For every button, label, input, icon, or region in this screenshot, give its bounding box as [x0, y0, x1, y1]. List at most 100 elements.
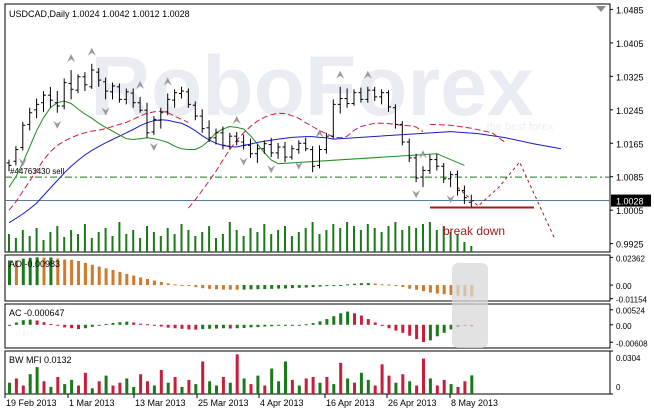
price-bar [54, 90, 60, 113]
volume-bar [449, 232, 452, 252]
ao-bar [325, 285, 329, 287]
ao-bar [373, 283, 377, 286]
bwmfi-bar [180, 386, 184, 394]
volume-bar [125, 234, 128, 252]
bwmfi-bar [353, 382, 356, 394]
ao-bar [146, 278, 149, 286]
bwmfi-bar [35, 367, 39, 394]
price-bar [130, 88, 136, 108]
ao-bar [366, 283, 370, 286]
volume-bar [263, 224, 266, 252]
price-bar [34, 98, 40, 119]
alligator-lips-tail [278, 153, 465, 166]
volume-bar [422, 224, 424, 252]
volume-bar [408, 226, 411, 252]
ao-bar [242, 285, 246, 290]
price-bar [310, 146, 316, 173]
ac-bar [311, 323, 315, 325]
ao-bar [70, 259, 74, 286]
ac-bar [83, 324, 87, 329]
current-price-box [611, 194, 651, 207]
price-bar [213, 128, 219, 145]
alligator-lips-line [8, 100, 279, 188]
bwmfi-bar [415, 385, 419, 394]
ac-bar [49, 323, 53, 325]
ao-bar [256, 285, 260, 290]
bwmfi-bar [118, 382, 122, 394]
bwmfi-bar [173, 377, 177, 394]
ao-bar [428, 285, 432, 293]
ac-bar [173, 324, 177, 329]
alligator-jaw-line [8, 119, 334, 224]
y-tick-label: 1.0485 [616, 5, 644, 15]
fractal-up-arrow [315, 129, 324, 138]
y-tick-label: 1.0405 [616, 39, 644, 49]
ac-bar [235, 324, 239, 329]
ac-bar [242, 324, 246, 328]
bwmfi-bar [325, 377, 329, 394]
fractal-down-arrow [294, 161, 303, 170]
ao-bar [187, 285, 191, 287]
price-bar [234, 131, 240, 146]
bwmfi-bar [242, 378, 246, 394]
ac-bar [77, 324, 80, 330]
price-bar [103, 77, 109, 100]
bwmfi-bar [228, 382, 232, 394]
price-bar [248, 138, 253, 158]
volume-bar [325, 230, 328, 252]
volume-bar [277, 230, 280, 252]
price-bar [303, 137, 309, 152]
volume-bar [339, 228, 342, 252]
ac-bar [152, 324, 156, 326]
volume-bar [256, 232, 259, 252]
bwmfi-bar [304, 378, 308, 394]
ao-bar [215, 285, 218, 290]
volume-bar [373, 228, 376, 252]
ac-bar [401, 324, 405, 333]
ao-bar [339, 284, 343, 286]
bwmfi-bar [401, 374, 405, 394]
ac-bar [290, 324, 294, 326]
ao-bar [408, 285, 412, 289]
price-bar [68, 70, 74, 100]
ac-bar [125, 321, 129, 325]
price-bar [89, 63, 95, 89]
volume-bar [435, 230, 438, 252]
ao-bar [311, 285, 315, 288]
bwmfi-panel: 0.0304 0 BW MFI 0.0132 [8, 350, 641, 395]
y-tick-label: 1.0165 [616, 139, 644, 149]
price-bar [365, 86, 371, 103]
ao-bar [152, 280, 156, 286]
ao-bar [228, 285, 232, 290]
x-tick-label: 1 Mar 2013 [69, 398, 115, 408]
y-tick-label: 1.0245 [616, 106, 644, 116]
main-panel: 1.0485 1.0405 1.0325 1.0245 1.0165 1.0085 1.00… [5, 5, 651, 252]
fractal-down-arrow [446, 195, 455, 204]
volume-bar [187, 230, 190, 252]
ac-bar [132, 322, 136, 325]
y-tick-label: 0 [616, 383, 621, 392]
fractal-down-arrow [267, 165, 276, 174]
ac-bar [28, 319, 32, 325]
bwmfi-bar [339, 362, 343, 394]
fractal-down-arrow [149, 142, 158, 151]
ao-bar [318, 285, 322, 287]
fractal-up-arrow [363, 70, 372, 79]
ao-bar [284, 285, 287, 289]
volume-bar [152, 232, 155, 252]
y-tick-label: 0.0304 [616, 354, 641, 363]
ac-bar [304, 324, 308, 326]
price-bar [116, 83, 122, 103]
ac-bar [387, 324, 391, 329]
bwmfi-bar [235, 354, 239, 394]
bwmfi-bar [270, 368, 274, 394]
volume-bar [104, 228, 107, 252]
ao-bar [90, 264, 94, 286]
ao-bar [14, 260, 18, 286]
price-bar [13, 146, 19, 166]
ao-bar [332, 285, 336, 287]
ac-bar [215, 324, 218, 329]
volume-bar [235, 230, 238, 252]
